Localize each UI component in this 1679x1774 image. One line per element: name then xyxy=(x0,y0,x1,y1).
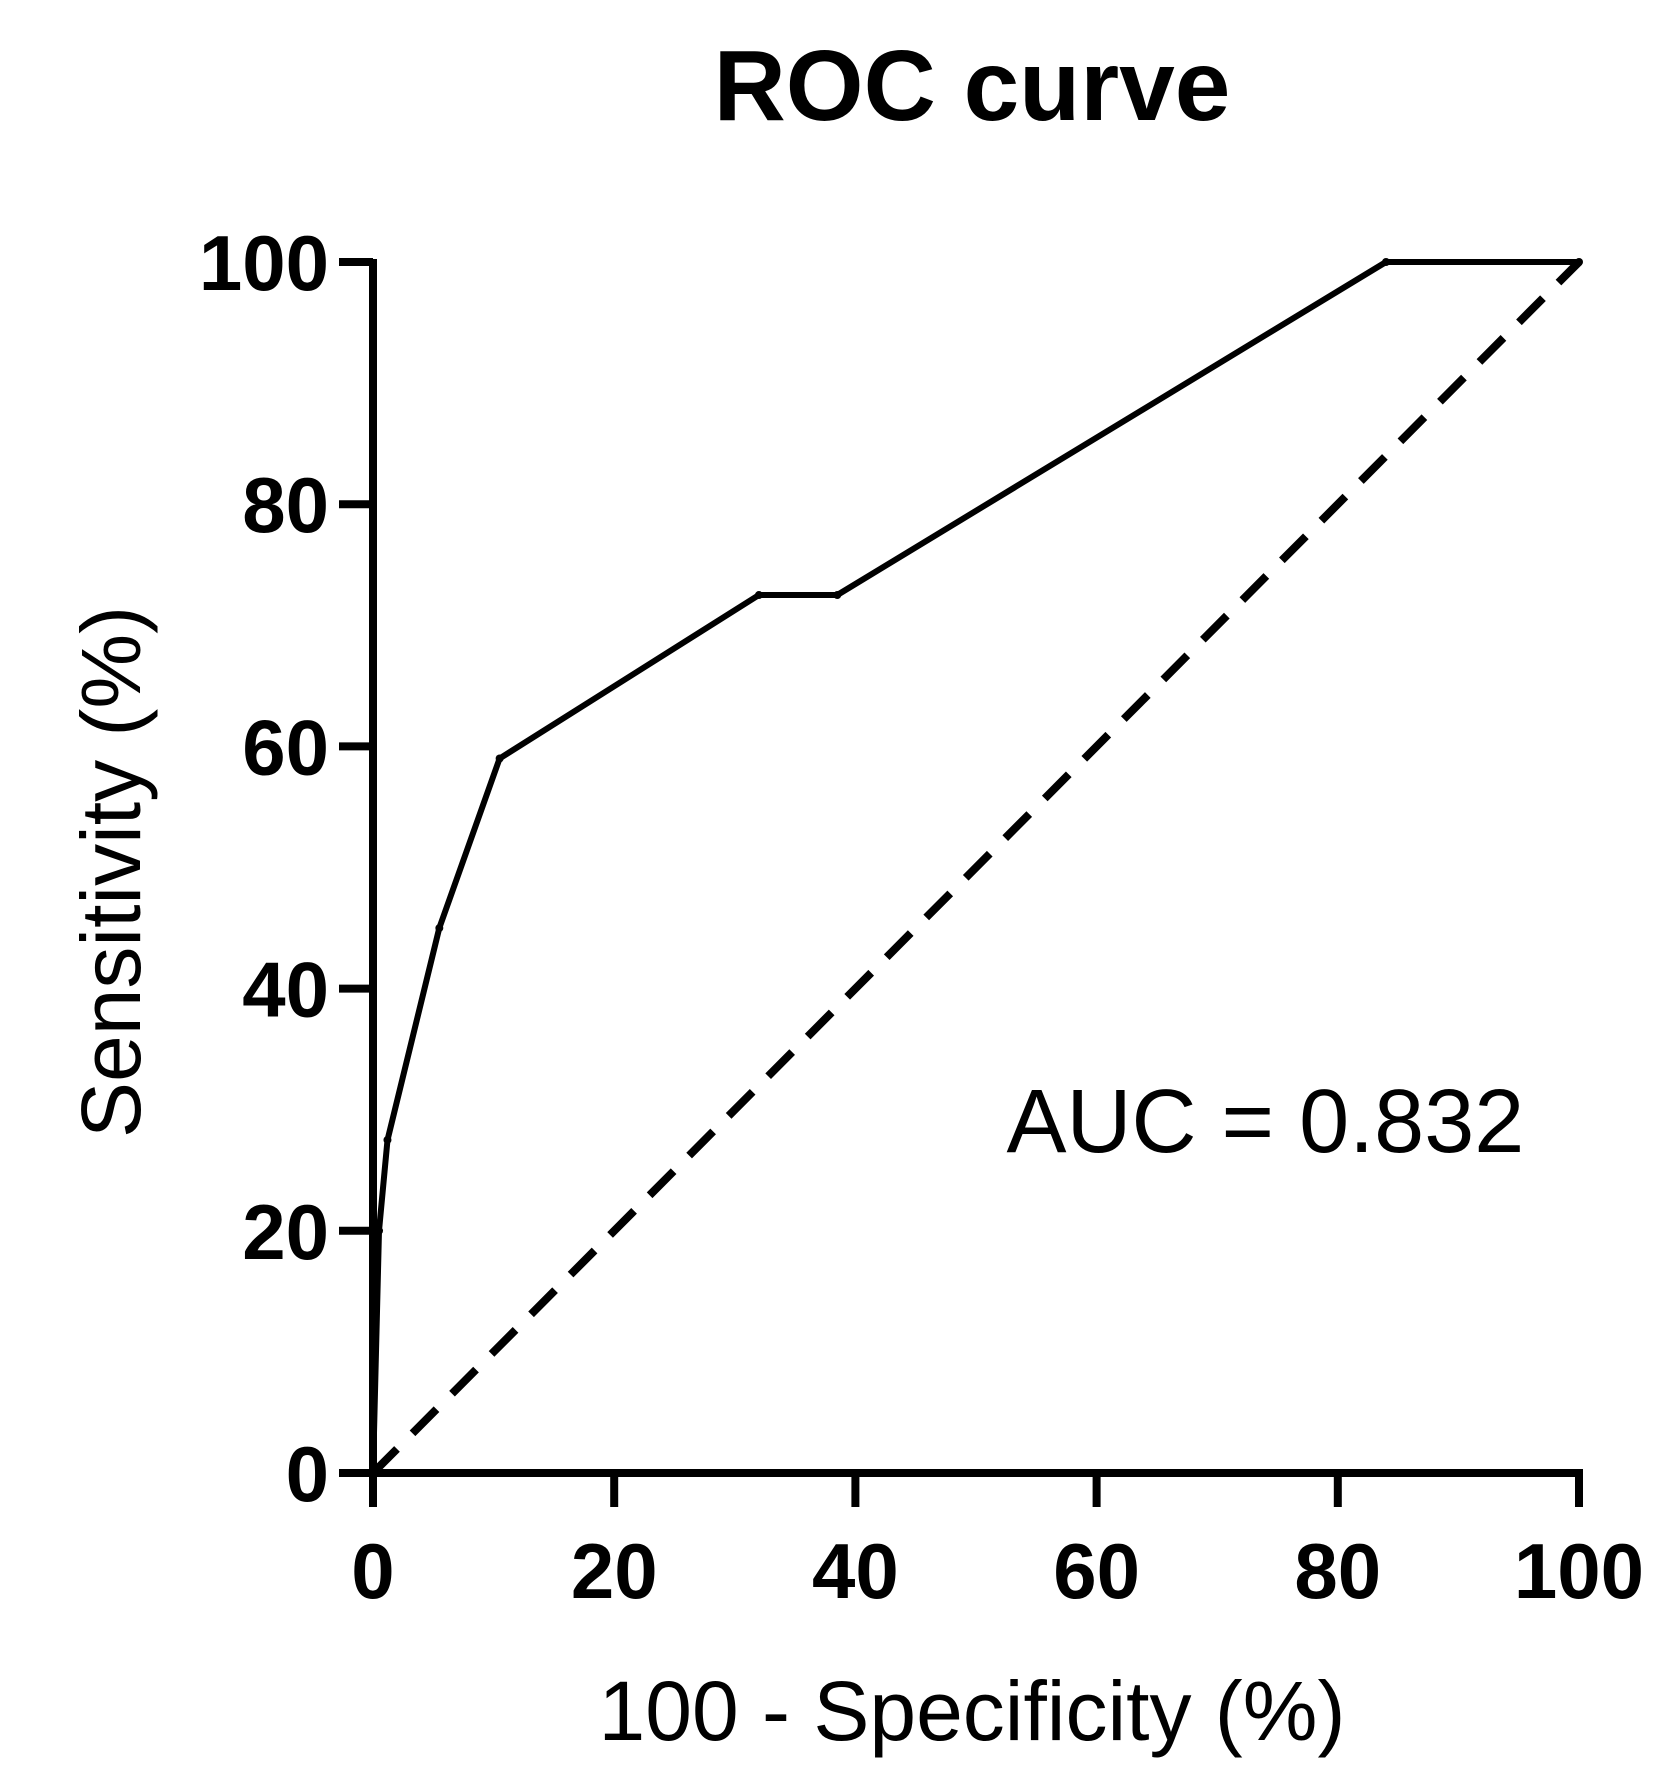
roc-point xyxy=(1382,258,1391,266)
x-tick-label: 40 xyxy=(812,1527,899,1615)
y-tick-label: 20 xyxy=(242,1188,329,1276)
x-tick-label: 20 xyxy=(571,1527,658,1615)
auc-annotation: AUC = 0.832 xyxy=(1007,1072,1525,1172)
x-tick-label: 60 xyxy=(1053,1527,1140,1615)
y-axis-label: Sensitivity (%) xyxy=(64,606,158,1138)
y-tick-label: 40 xyxy=(242,946,329,1034)
y-tick-label: 60 xyxy=(242,703,329,791)
x-tick-label: 100 xyxy=(1514,1527,1644,1615)
roc-point xyxy=(383,1135,392,1144)
x-tick-label: 80 xyxy=(1294,1527,1381,1615)
y-tick-label: 80 xyxy=(242,461,329,549)
x-tick-label: 0 xyxy=(351,1527,394,1615)
chart-title: ROC curve xyxy=(714,30,1231,142)
reference-diagonal-line xyxy=(370,259,1582,1476)
plot-area: 0 20 40 60 80 100 0 20 40 60 80 100 xyxy=(199,219,1644,1615)
y-tick-label: 0 xyxy=(286,1430,329,1518)
x-axis-label: 100 - Specificity (%) xyxy=(599,1664,1346,1758)
roc-point xyxy=(375,1226,384,1235)
roc-point xyxy=(435,924,444,933)
roc-point xyxy=(754,591,763,600)
y-tick-label: 100 xyxy=(199,219,329,307)
roc-point xyxy=(833,591,842,600)
roc-point xyxy=(495,754,504,763)
